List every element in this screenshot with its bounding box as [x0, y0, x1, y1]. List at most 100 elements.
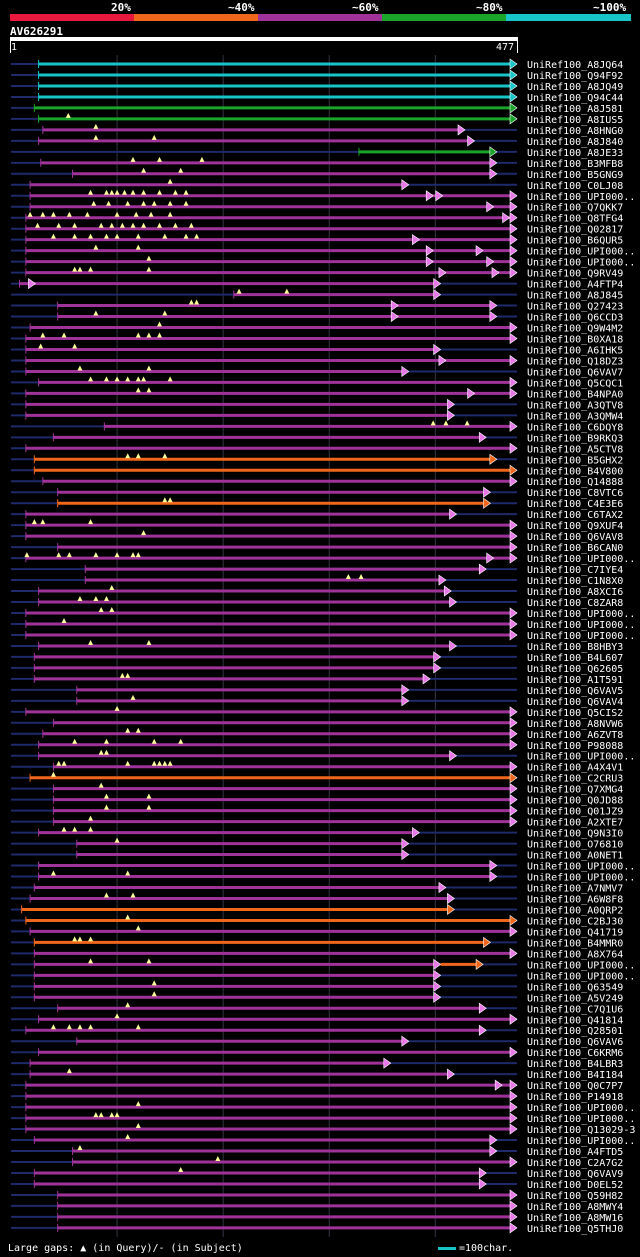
hit-end-arrow [509, 1079, 518, 1091]
hit-label: UniRef100_O76810 [527, 840, 623, 851]
gap-marker [125, 727, 131, 733]
hit-label: UniRef100_A0NET1 [527, 851, 623, 862]
hit-label: UniRef100_A4X4V1 [527, 763, 623, 774]
hit-end-arrow [438, 881, 447, 894]
gap-marker [130, 189, 136, 195]
hit-end-arrow [438, 574, 447, 586]
hit-end-arrow [509, 541, 518, 553]
hit-label: UniRef100_Q28501 [527, 1026, 623, 1037]
hit-label: UniRef100_Q94F92 [527, 71, 623, 82]
hit-end-arrow [401, 365, 410, 378]
gap-marker [35, 222, 41, 228]
hit-label: UniRef100_A4FTD5 [527, 1147, 623, 1158]
hit-end-arrow [509, 947, 518, 959]
hit-label: UniRef100_A8IUS5 [527, 115, 623, 126]
gap-marker [188, 222, 194, 228]
hit-label: UniRef100_B4NPA0 [527, 389, 623, 400]
hit-label: UniRef100_A8JQ64 [527, 60, 623, 71]
gap-marker [88, 958, 94, 964]
gap-marker [162, 453, 168, 459]
hit-end-arrow [433, 991, 442, 1003]
hit-label: UniRef100_P98088 [527, 741, 623, 752]
gap-marker [141, 167, 147, 173]
hit-end-arrow [447, 398, 455, 410]
hit-label: UniRef100_A8J581 [527, 104, 623, 115]
hit-end-arrow [509, 618, 518, 630]
gap-marker [183, 200, 189, 206]
hit-hsp-arrow [28, 278, 36, 290]
hit-end-arrow [509, 80, 518, 92]
gap-marker [98, 1112, 104, 1118]
gap-marker [109, 607, 115, 612]
gap-marker [56, 222, 62, 228]
hit-label: UniRef100_C2A7G2 [527, 1158, 623, 1169]
gap-marker [109, 1112, 115, 1118]
legend-label: ~80% [476, 1, 503, 14]
gap-marker [157, 156, 163, 162]
hit-label: UniRef100_A0QRP2 [527, 905, 623, 916]
hit-end-arrow [433, 651, 442, 663]
gap-marker [151, 760, 157, 766]
gap-marker [215, 1156, 221, 1161]
hit-label: UniRef100_C7IYE4 [527, 565, 623, 576]
hit-label: UniRef100_Q6VAV6 [527, 1037, 623, 1048]
hit-label: UniRef100_UPI000.. [527, 620, 635, 631]
gap-marker [125, 914, 131, 920]
hit-end-arrow [478, 563, 487, 575]
hit-end-arrow [457, 124, 466, 136]
gap-marker [178, 167, 184, 173]
gap-marker [88, 936, 94, 942]
gap-marker [146, 266, 152, 272]
hit-label: UniRef100_C6DQY8 [527, 422, 623, 433]
hit-label: UniRef100_Q6VAV9 [527, 1169, 623, 1180]
hit-label: UniRef100_Q41814 [527, 1015, 623, 1026]
gap-marker [135, 332, 141, 338]
hit-end-arrow [478, 1178, 487, 1190]
gap-marker [146, 793, 152, 799]
hit-label: UniRef100_UPI000.. [527, 960, 635, 971]
scale-label: =100char. [459, 1243, 514, 1254]
gap-marker [50, 1024, 56, 1030]
gap-marker [50, 771, 56, 777]
hit-end-arrow [433, 958, 442, 970]
hit-label: UniRef100_Q0C7P7 [527, 1081, 623, 1092]
gap-marker [84, 211, 90, 217]
hit-label: UniRef100_UPI000.. [527, 554, 635, 565]
hit-label: UniRef100_Q6VAV8 [527, 532, 623, 543]
gap-marker [106, 200, 112, 206]
legend-segment [134, 14, 259, 21]
identity-legend: 20% ~40% ~60% ~80% ~100% [10, 1, 631, 21]
hit-label: UniRef100_UPI000.. [527, 873, 635, 884]
hit-label: UniRef100_UPI000.. [527, 258, 635, 269]
hit-label: UniRef100_Q7QKK7 [527, 203, 623, 214]
hit-end-arrow [509, 1156, 518, 1168]
gap-marker [77, 365, 83, 371]
hit-label: UniRef100_Q8TFG4 [527, 214, 623, 225]
hit-label: UniRef100_A8JE33 [527, 148, 623, 159]
gap-marker [358, 574, 364, 580]
gap-marker [125, 672, 131, 678]
hit-end-arrow [509, 442, 518, 454]
hit-end-arrow [509, 914, 518, 927]
gap-marker [88, 233, 94, 239]
gap-marker [77, 1024, 83, 1030]
hit-label: UniRef100_Q7XMG4 [527, 785, 623, 796]
gap-marker [236, 288, 242, 294]
gap-marker [72, 266, 78, 272]
hit-end-arrow [401, 837, 410, 850]
gap-marker [125, 1002, 131, 1008]
gap-marker [135, 453, 141, 459]
hit-end-arrow [509, 1046, 518, 1058]
gap-marker [125, 760, 131, 766]
hit-end-arrow [401, 695, 410, 707]
ruler-end-label: 477 [496, 42, 515, 53]
hit-label: UniRef100_Q59H82 [527, 1191, 623, 1202]
hit-end-arrow [509, 354, 518, 367]
gap-marker [188, 299, 194, 305]
hit-end-arrow [489, 146, 498, 158]
hit-label: UniRef100_C2BJ30 [527, 916, 623, 927]
gap-marker [345, 574, 351, 580]
gap-marker [72, 222, 78, 228]
hit-label: UniRef100_B4L607 [527, 653, 623, 664]
gap-marker [135, 376, 141, 382]
